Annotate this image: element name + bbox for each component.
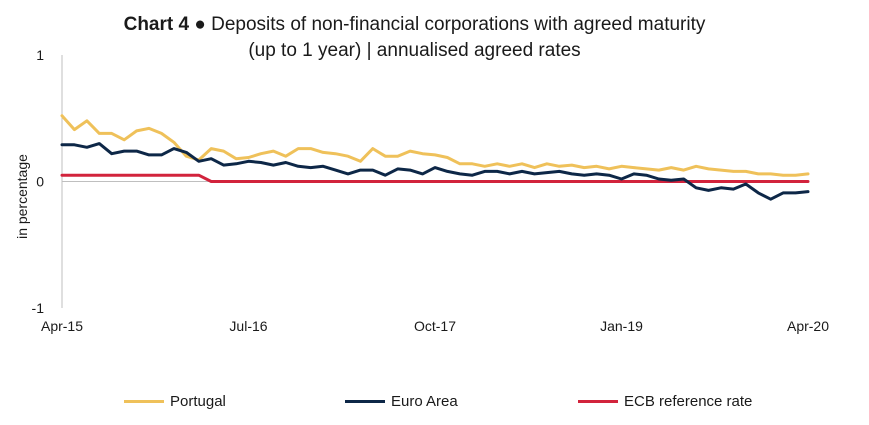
- legend-item-euro-area: Euro Area: [345, 393, 458, 410]
- legend-item-ecb-reference-rate: ECB reference rate: [578, 393, 752, 410]
- series-line-portugal: [60, 114, 810, 177]
- x-tick-label: Apr-20: [787, 318, 829, 334]
- title-text-1: Deposits of non-financial corporations w…: [211, 14, 706, 35]
- legend-item-portugal: Portugal: [124, 393, 226, 410]
- title-bullet: ●: [194, 14, 206, 35]
- chart-number: Chart 4: [123, 14, 190, 35]
- legend-swatch-euro-area: [345, 400, 385, 403]
- legend-label-ecb-rate: ECB reference rate: [624, 393, 753, 410]
- legend-label-euro-area: Euro Area: [391, 393, 458, 410]
- series-line-euro-area: [60, 142, 810, 201]
- chart-title: Chart 4 ● Deposits of non-financial corp…: [0, 12, 869, 64]
- title-text-2: (up to 1 year) | annualised agreed rates: [248, 40, 581, 61]
- y-tick-label: -1: [32, 300, 45, 316]
- x-tick-label: Jan-19: [600, 318, 643, 334]
- legend-swatch-portugal: [124, 400, 164, 403]
- x-tick-label: Oct-17: [414, 318, 456, 334]
- y-tick-label: 0: [36, 174, 44, 190]
- y-axis-label: in percentage: [14, 154, 30, 239]
- y-tick-label: 1: [36, 47, 44, 63]
- chart-legend: Portugal Euro Area ECB reference rate: [0, 393, 869, 417]
- chart-title-line-1: Chart 4 ● Deposits of non-financial corp…: [0, 12, 869, 38]
- x-tick-label: Jul-16: [229, 318, 267, 334]
- legend-swatch-ecb-rate: [578, 400, 618, 403]
- legend-label-portugal: Portugal: [170, 393, 226, 410]
- series-line-ecb-reference-rate: [60, 173, 810, 183]
- x-tick-label: Apr-15: [41, 318, 83, 334]
